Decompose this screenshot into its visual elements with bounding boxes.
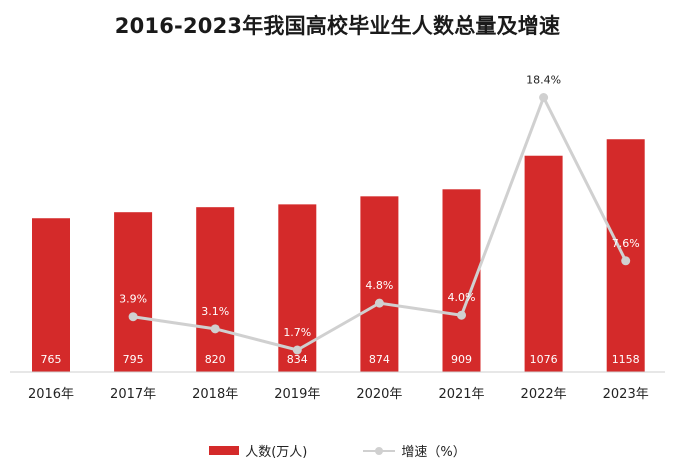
legend-label-growth: 增速（%） [401,445,466,460]
x-tick-label: 2017年 [110,387,156,402]
x-tick-label: 2018年 [192,387,238,402]
bar-value-label: 909 [451,353,472,366]
legend-item-growth: 增速（%） [363,441,466,460]
bar-value-label: 820 [205,353,226,366]
legend-item-count: 人数(万人) [209,441,307,460]
growth-value-label: 3.9% [119,293,147,306]
bar [196,207,235,372]
x-tick-label: 2021年 [438,387,484,402]
growth-point [128,312,138,322]
bar-value-label: 1158 [612,353,640,366]
x-tick-label: 2019年 [274,387,320,402]
bar [524,155,563,372]
bar-value-label: 834 [287,353,308,366]
bar-value-label: 1076 [530,353,558,366]
growth-value-label: 7.6% [612,237,640,250]
growth-point [374,298,384,308]
bar [114,212,153,372]
chart-legend: 人数(万人) 增速（%） [0,441,675,460]
legend-bar-swatch [209,446,240,455]
growth-value-label: 4.8% [365,279,393,292]
x-tick-label: 2016年 [28,387,74,402]
growth-value-label: 18.4% [526,74,561,87]
legend-label-count: 人数(万人) [245,445,308,460]
bar-value-label: 765 [41,353,62,366]
growth-value-label: 4.0% [448,291,476,304]
legend-line-swatch [363,445,396,457]
bar-value-label: 874 [369,353,390,366]
x-tick-label: 2022年 [521,387,567,402]
chart-title: 2016-2023年我国高校毕业生人数总量及增速 [114,14,561,38]
growth-point [210,324,220,334]
growth-point [621,256,631,266]
bar [606,139,645,372]
growth-point [539,93,549,102]
x-tick-label: 2020年 [356,387,402,402]
growth-value-label: 1.7% [283,326,311,339]
bar-value-label: 795 [123,353,144,366]
bar [32,218,70,372]
growth-point [292,345,302,355]
x-tick-label: 2023年 [603,387,649,402]
growth-point [457,310,466,320]
growth-value-label: 3.1% [201,305,229,318]
bar [360,196,399,372]
